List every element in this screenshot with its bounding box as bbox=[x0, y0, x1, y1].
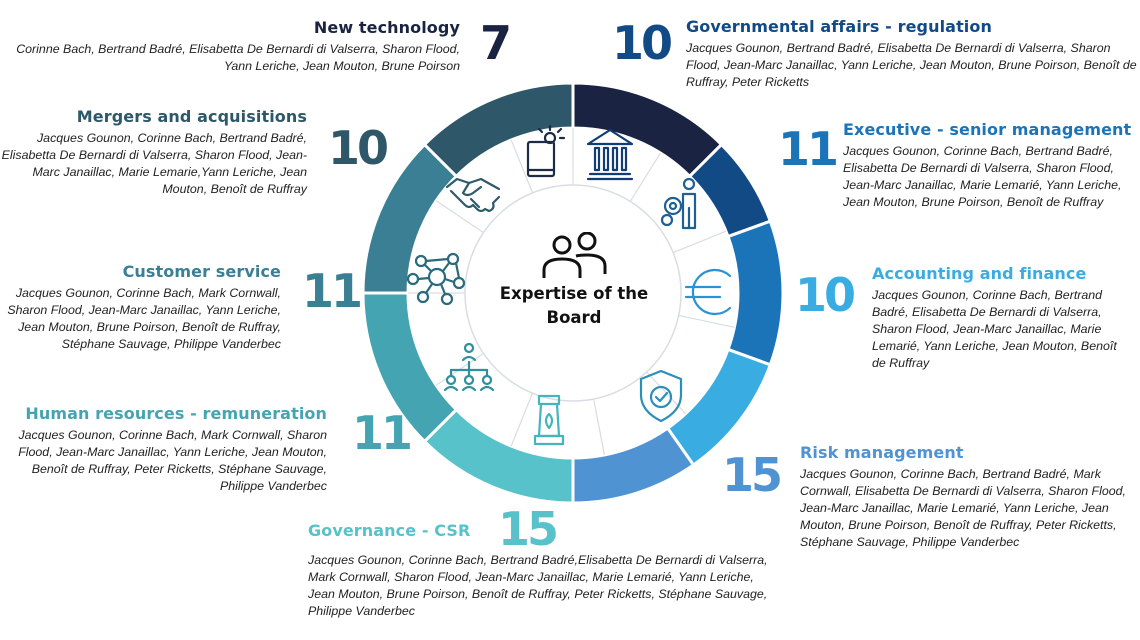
category-members: Jacques Gounon, Corinne Bach, Bertrand B… bbox=[843, 144, 1122, 209]
euro-icon bbox=[684, 268, 732, 316]
category-title: New technology bbox=[313, 18, 460, 37]
category-members: Jacques Gounon, Corinne Bach, Bertrand B… bbox=[872, 288, 1117, 370]
category-title: Governmental affairs - regulation bbox=[686, 17, 992, 36]
handshake-icon bbox=[445, 177, 501, 213]
category-members: Jacques Gounon, Corinne Bach, Bertrand B… bbox=[308, 553, 768, 618]
category-accounting: Accounting and finance Jacques Gounon, C… bbox=[872, 264, 1132, 372]
ring-dividers bbox=[408, 128, 735, 456]
network-icon bbox=[406, 252, 466, 306]
manager-gears-icon bbox=[660, 177, 697, 230]
count-governance: 15 bbox=[498, 502, 559, 556]
category-governance: Governance - CSR Jacques Gounon, Corinne… bbox=[308, 521, 778, 620]
count-new-technology: 7 bbox=[480, 16, 512, 70]
category-members: Jacques Gounon, Corinne Bach, Mark Cornw… bbox=[18, 428, 327, 493]
count-risk: 15 bbox=[722, 448, 783, 502]
government-building-icon bbox=[586, 128, 634, 181]
center-title: Expertise of the Board bbox=[499, 284, 649, 327]
category-title: Accounting and finance bbox=[872, 264, 1087, 283]
count-customer-service: 11 bbox=[302, 264, 363, 318]
category-title: Executive - senior management bbox=[843, 120, 1132, 139]
category-executive: Executive - senior management Jacques Go… bbox=[843, 120, 1139, 211]
category-risk: Risk management Jacques Gounon, Corinne … bbox=[800, 443, 1130, 551]
count-human-resources: 11 bbox=[352, 406, 413, 460]
category-members: Corinne Bach, Bertrand Badré, Elisabetta… bbox=[16, 42, 460, 73]
category-title: Governance - CSR bbox=[308, 521, 471, 540]
category-new-technology: New technology Corinne Bach, Bertrand Ba… bbox=[0, 18, 460, 75]
count-governmental-affairs: 10 bbox=[612, 16, 673, 70]
people-icon bbox=[542, 232, 607, 278]
category-title: Customer service bbox=[122, 262, 281, 281]
count-mergers: 10 bbox=[328, 121, 389, 175]
category-title: Human resources - remuneration bbox=[25, 404, 327, 423]
category-governmental-affairs: Governmental affairs - regulation Jacque… bbox=[686, 17, 1138, 91]
count-accounting: 10 bbox=[795, 268, 856, 322]
category-mergers: Mergers and acquisitions Jacques Gounon,… bbox=[0, 107, 307, 198]
chess-rook-leaf-icon bbox=[533, 394, 565, 446]
category-customer-service: Customer service Jacques Gounon, Corinne… bbox=[0, 262, 281, 353]
category-title: Risk management bbox=[800, 443, 964, 462]
org-chart-icon bbox=[443, 342, 495, 392]
category-members: Jacques Gounon, Corinne Bach, Bertrand B… bbox=[1, 131, 307, 196]
count-executive: 11 bbox=[778, 122, 839, 176]
category-members: Jacques Gounon, Corinne Bach, Mark Cornw… bbox=[7, 286, 281, 351]
center-disk bbox=[464, 184, 682, 402]
category-members: Jacques Gounon, Bertrand Badré, Elisabet… bbox=[686, 41, 1137, 89]
tablet-lightbulb-icon bbox=[526, 124, 566, 178]
category-human-resources: Human resources - remuneration Jacques G… bbox=[0, 404, 327, 495]
category-members: Jacques Gounon, Corinne Bach, Bertrand B… bbox=[800, 467, 1126, 549]
category-title: Mergers and acquisitions bbox=[76, 107, 307, 126]
shield-check-icon bbox=[639, 369, 683, 423]
